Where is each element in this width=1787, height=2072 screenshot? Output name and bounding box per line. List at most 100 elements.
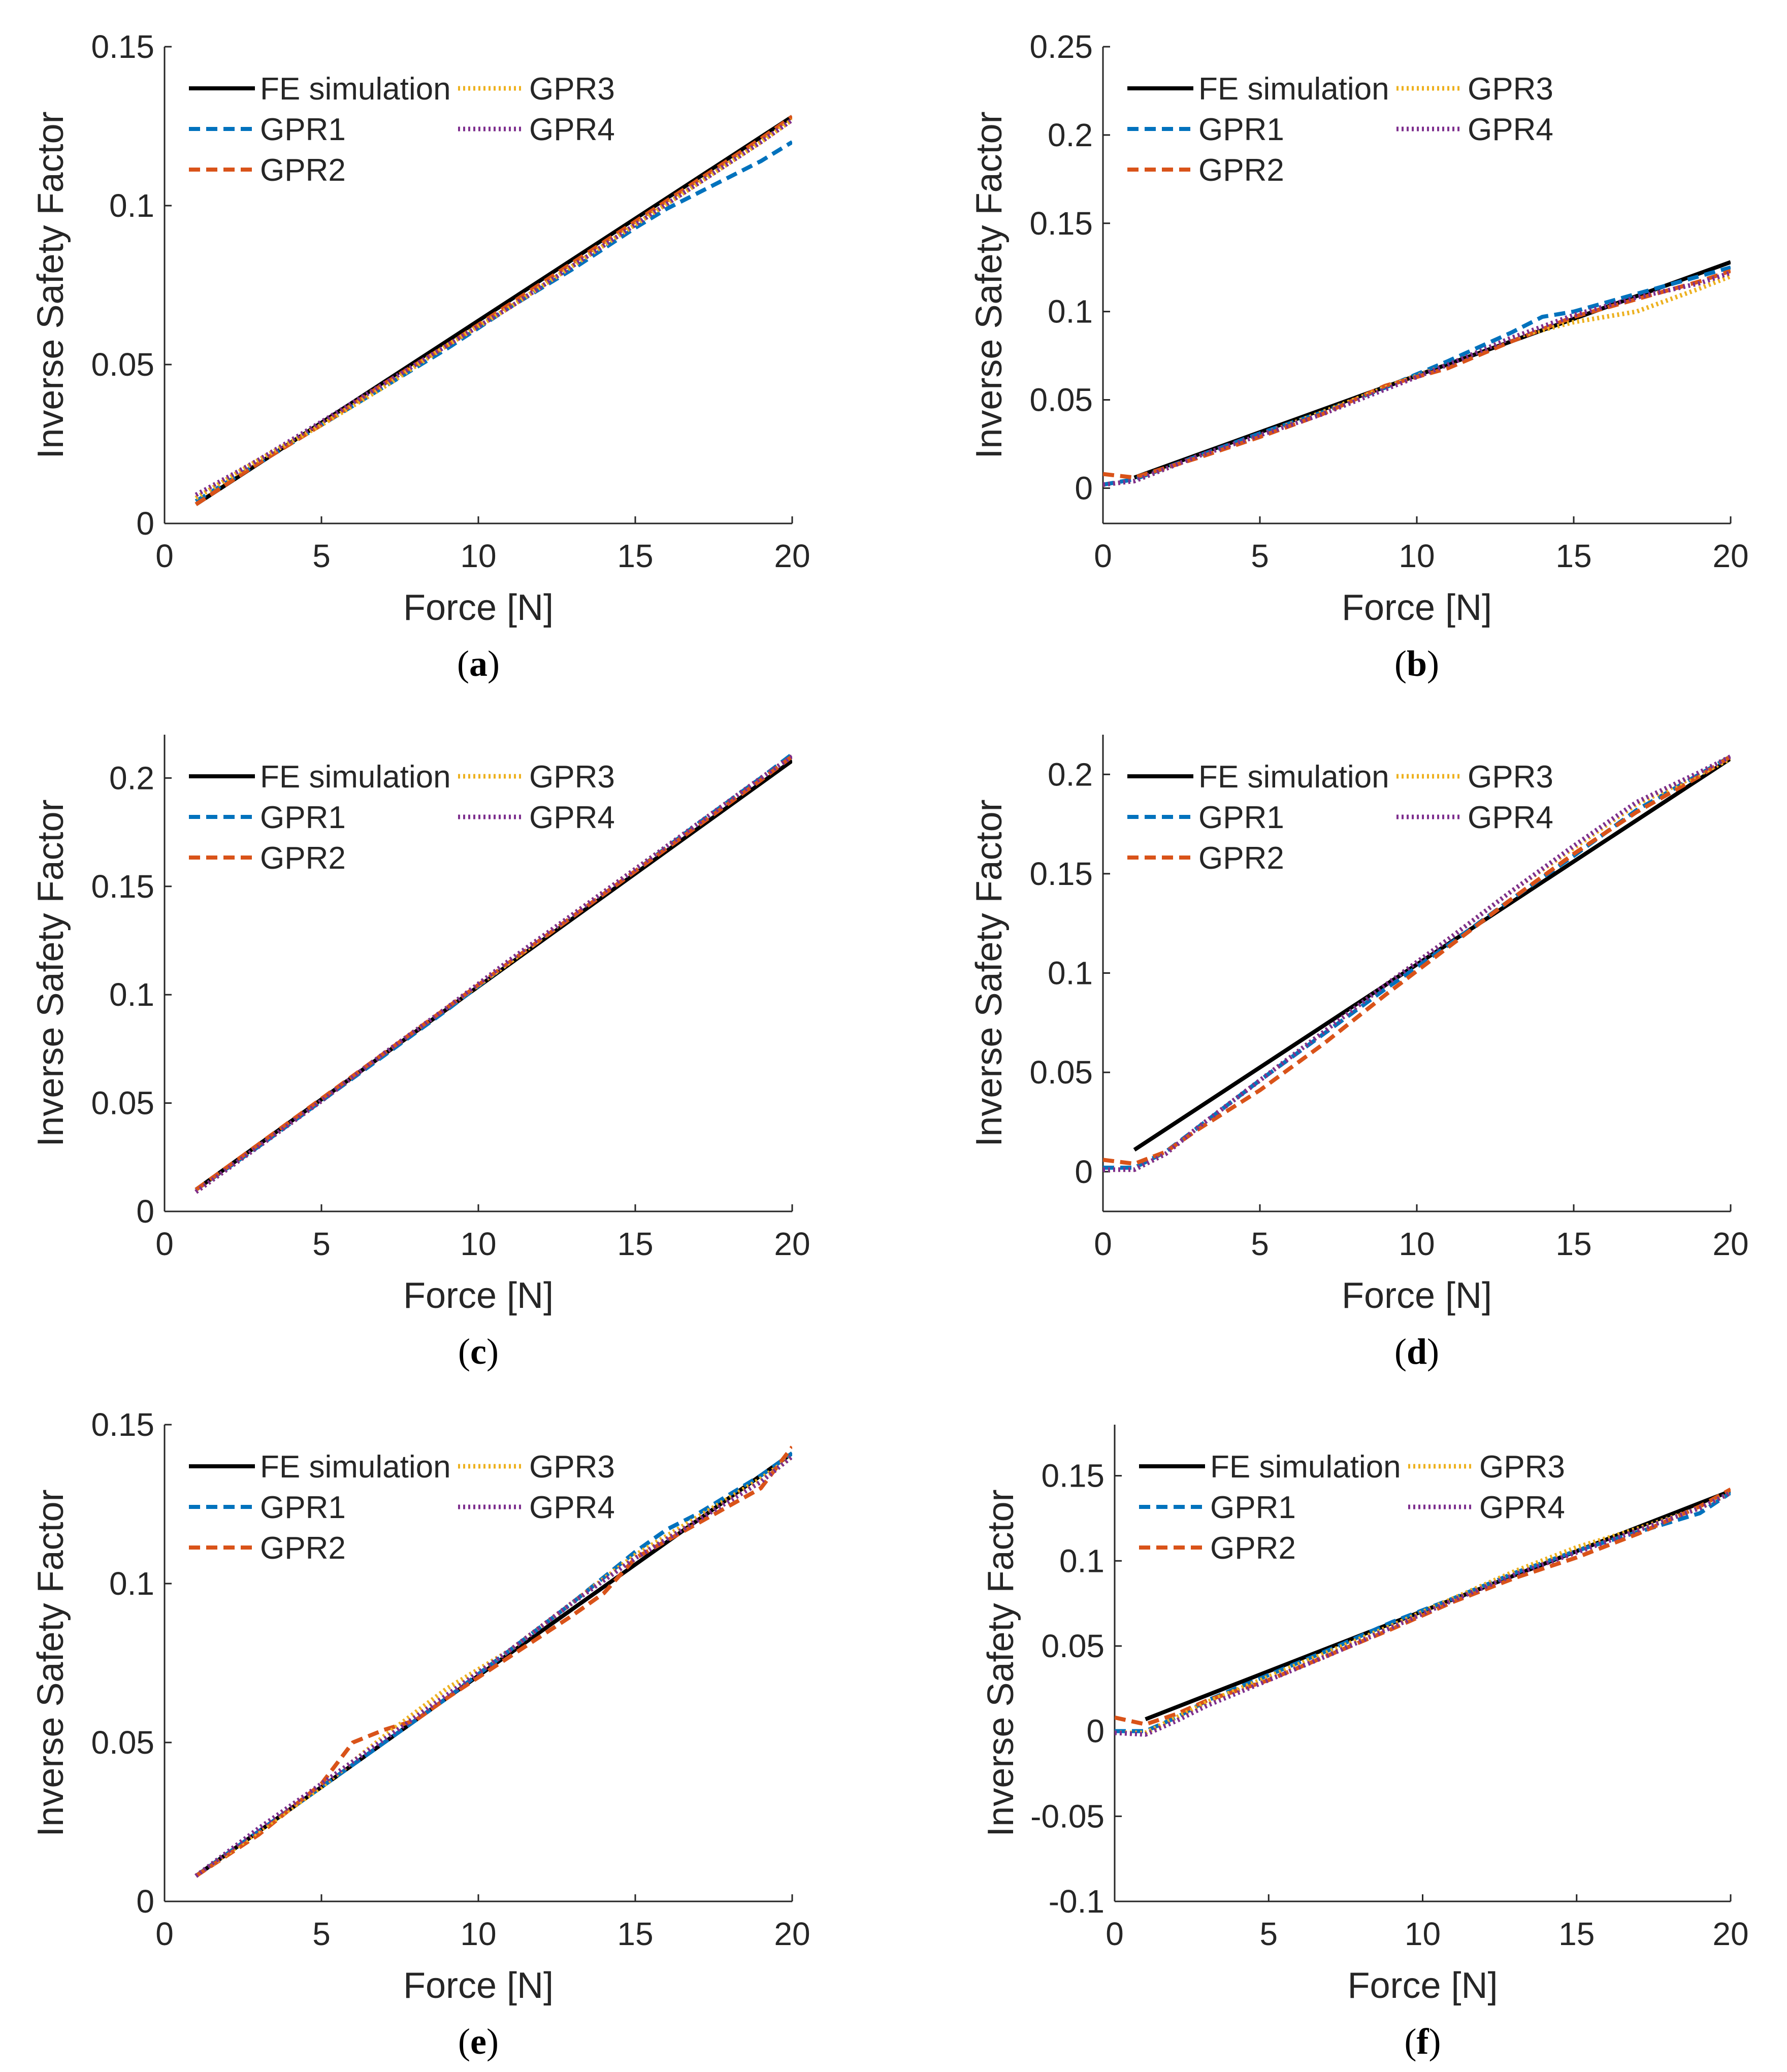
legend-label: GPR4 <box>529 800 615 835</box>
y-tick-label: 0.2 <box>1048 117 1093 153</box>
x-tick-label: 15 <box>1555 538 1591 574</box>
y-tick-label: 0.1 <box>1059 1542 1104 1579</box>
x-tick-label: 15 <box>617 1226 653 1262</box>
y-tick-label: 0.05 <box>91 1085 154 1122</box>
legend-label: GPR4 <box>1468 112 1553 147</box>
x-tick-label: 0 <box>155 538 174 574</box>
legend: FE simulation GPR3 GPR1 GPR4 GPR2 <box>1127 72 1553 188</box>
chart-panel-e: 0 5 10 15 20 0 0.05 0.1 0.15 Force [N] Inverse Saf… <box>30 1406 810 2062</box>
y-tick-label: -0.1 <box>1049 1883 1104 1920</box>
x-tick-label: 5 <box>1251 1226 1269 1262</box>
legend: FE simulation GPR3 GPR1 GPR4 GPR2 <box>1139 1450 1565 1566</box>
x-tick-label: 10 <box>1405 1916 1441 1952</box>
x-tick-label: 20 <box>774 1916 810 1952</box>
x-tick-label: 5 <box>1259 1916 1278 1952</box>
series-line-gpr4 <box>1103 270 1731 487</box>
legend-label: GPR1 <box>260 800 346 835</box>
x-axis-label: Force [N] <box>1342 587 1492 628</box>
legend-label: GPR1 <box>1198 112 1284 147</box>
y-tick-label: 0.15 <box>91 1406 154 1443</box>
series-line-gpr4 <box>1115 1491 1731 1737</box>
series-line-gpr2 <box>1103 754 1731 1166</box>
legend: FE simulation GPR3 GPR1 GPR4 GPR2 <box>189 760 615 876</box>
x-tick-label: 10 <box>460 1916 496 1952</box>
legend-label: GPR1 <box>260 112 346 147</box>
series-line-gpr3 <box>194 1454 792 1878</box>
x-tick-label: 15 <box>1555 1226 1591 1262</box>
legend-label: GPR1 <box>1198 800 1284 835</box>
y-axis-label: Inverse Safety Factor <box>969 111 1010 458</box>
y-tick-label: 0.05 <box>91 346 154 383</box>
panel-caption: (e) <box>458 2021 499 2062</box>
series-line-gpr1 <box>1103 265 1731 487</box>
y-tick-label: 0.05 <box>1029 1054 1093 1091</box>
series-line-gpr2 <box>194 1445 792 1878</box>
x-axis-label: Force [N] <box>1342 1275 1492 1316</box>
legend-label: GPR3 <box>1468 72 1553 107</box>
x-tick-label: 15 <box>617 1916 653 1952</box>
legend-label: GPR2 <box>260 1531 346 1566</box>
series-line-gpr4 <box>1103 754 1731 1172</box>
series-line-gpr4 <box>194 1455 792 1878</box>
y-tick-label: 0 <box>1075 1154 1093 1190</box>
y-tick-label: 0.05 <box>91 1724 154 1761</box>
y-tick-label: 0.1 <box>1048 293 1093 330</box>
legend-label: GPR2 <box>260 153 346 188</box>
legend-label: GPR3 <box>529 1450 615 1485</box>
chart-panel-f: 0 5 10 15 20 -0.1 -0.05 0 0.05 0.1 0.15 Force [N] In… <box>981 1425 1749 2062</box>
x-tick-label: 0 <box>155 1916 174 1952</box>
y-tick-label: 0.2 <box>109 760 154 796</box>
y-tick-label: 0.15 <box>1029 205 1093 242</box>
legend-label: GPR2 <box>1198 153 1284 188</box>
x-tick-label: 5 <box>1251 538 1269 574</box>
legend-label: FE simulation <box>1210 1450 1401 1485</box>
x-axis-label: Force [N] <box>403 587 554 628</box>
legend-label: GPR4 <box>1479 1490 1565 1525</box>
panel-caption: (c) <box>458 1331 499 1372</box>
legend: FE simulation GPR3 GPR1 GPR4 GPR2 <box>189 1450 615 1566</box>
x-axis-label: Force [N] <box>403 1275 554 1316</box>
x-tick-label: 10 <box>460 538 496 574</box>
x-tick-label: 20 <box>1712 1916 1748 1952</box>
y-tick-label: -0.05 <box>1030 1798 1104 1834</box>
y-tick-label: 0 <box>1075 470 1093 506</box>
y-tick-label: 0.1 <box>1048 955 1093 992</box>
legend-label: GPR2 <box>1198 841 1284 876</box>
legend-label: GPR3 <box>529 72 615 107</box>
y-tick-label: 0.1 <box>109 1565 154 1602</box>
y-tick-label: 0.15 <box>91 868 154 905</box>
y-tick-label: 0.1 <box>109 187 154 224</box>
legend-label: GPR1 <box>1210 1490 1296 1525</box>
panel-caption: (b) <box>1394 643 1439 684</box>
x-tick-label: 5 <box>312 1916 331 1952</box>
x-tick-label: 15 <box>1558 1916 1595 1952</box>
legend-label: GPR3 <box>529 760 615 795</box>
x-tick-label: 20 <box>774 1226 810 1262</box>
legend: FE simulation GPR3 GPR1 GPR4 GPR2 <box>1127 760 1553 876</box>
legend-label: GPR1 <box>260 1490 346 1525</box>
x-tick-label: 10 <box>460 1226 496 1262</box>
y-tick-label: 0.2 <box>1048 756 1093 793</box>
legend-label: FE simulation <box>1198 72 1389 107</box>
y-axis-label: Inverse Safety Factor <box>30 799 71 1146</box>
y-tick-label: 0 <box>1086 1713 1104 1750</box>
x-tick-label: 0 <box>1094 538 1112 574</box>
legend-label: GPR4 <box>529 112 615 147</box>
y-tick-label: 0.25 <box>1029 28 1093 65</box>
x-tick-label: 10 <box>1399 538 1435 574</box>
panel-caption: (d) <box>1394 1331 1439 1372</box>
legend-label: FE simulation <box>1198 760 1389 795</box>
x-tick-label: 0 <box>155 1226 174 1262</box>
legend-label: FE simulation <box>260 72 451 107</box>
x-tick-label: 0 <box>1106 1916 1124 1952</box>
legend-label: FE simulation <box>260 760 451 795</box>
y-axis-label: Inverse Safety Factor <box>30 111 71 458</box>
x-tick-label: 0 <box>1094 1226 1112 1262</box>
x-tick-label: 15 <box>617 538 653 574</box>
series-line-gpr2 <box>194 115 792 506</box>
x-tick-label: 5 <box>312 1226 331 1262</box>
legend-label: FE simulation <box>260 1450 451 1485</box>
y-tick-label: 0.05 <box>1041 1628 1104 1664</box>
x-tick-label: 5 <box>312 538 331 574</box>
